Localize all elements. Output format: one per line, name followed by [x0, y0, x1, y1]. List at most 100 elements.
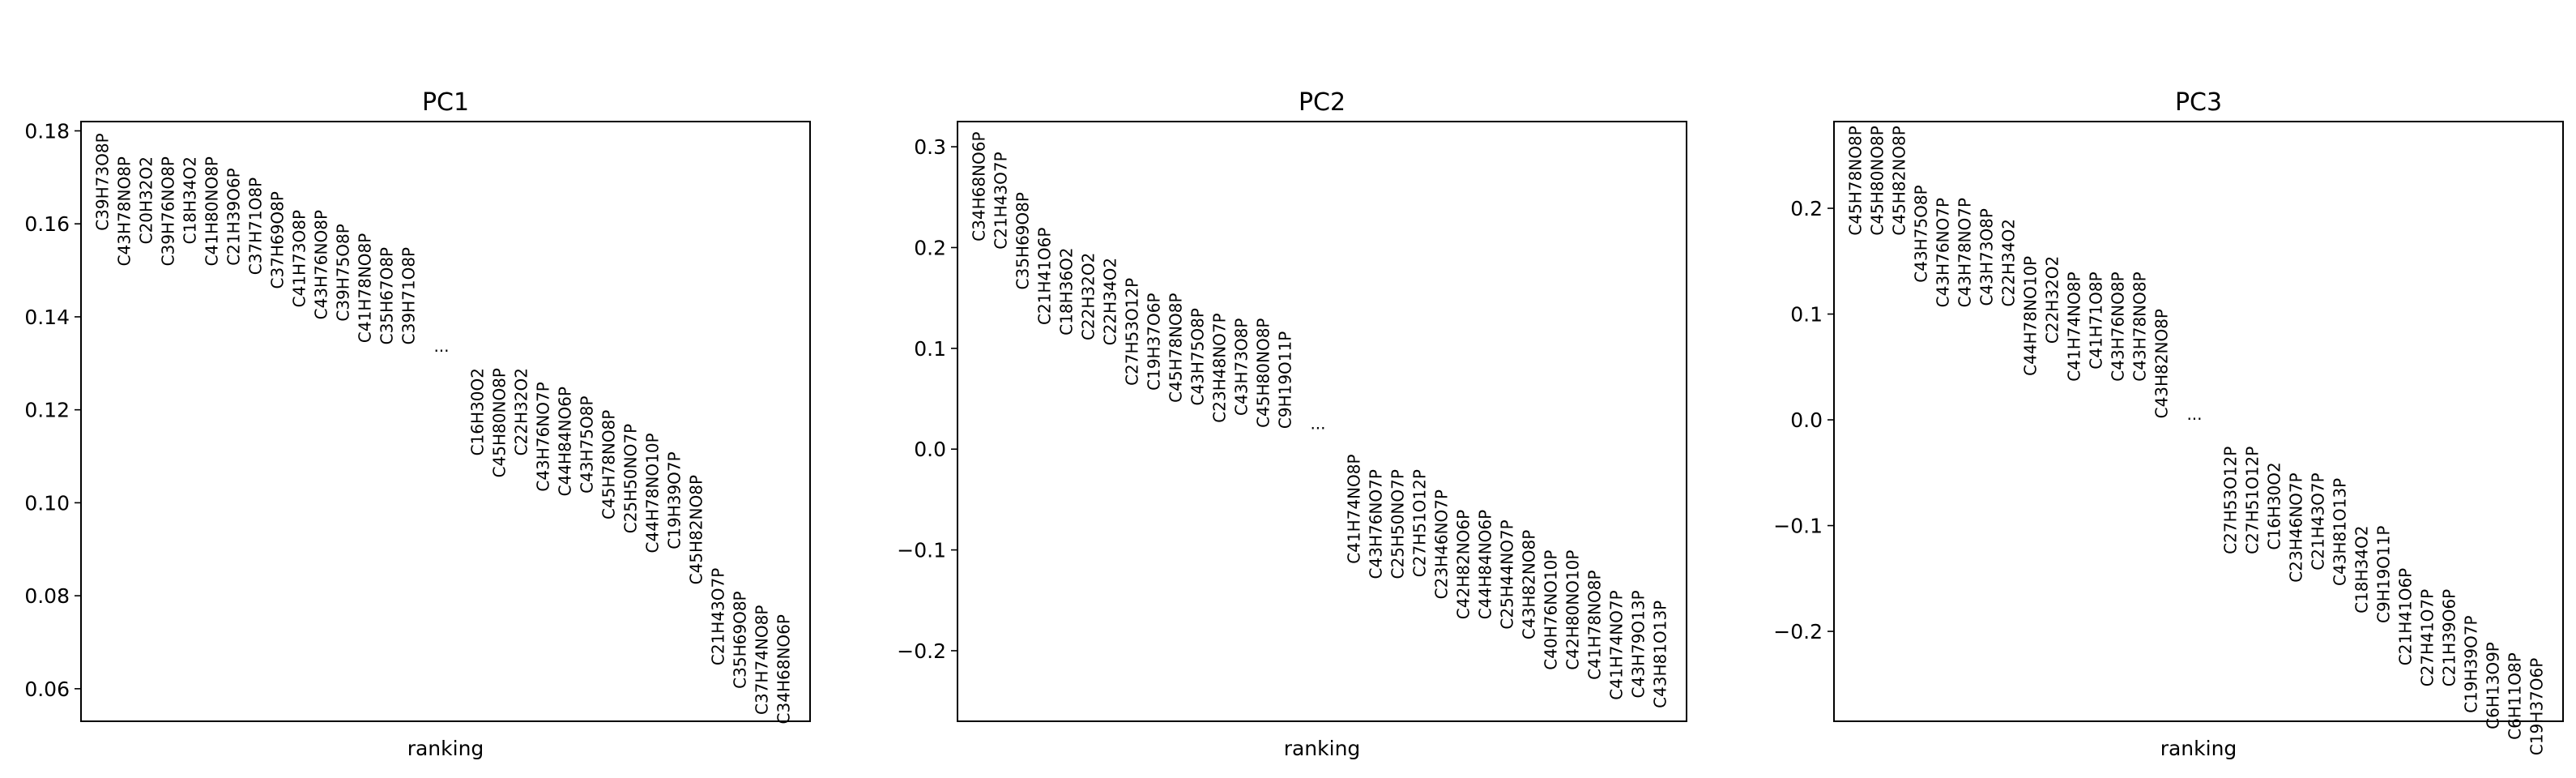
chart-title-pc2: PC2 — [1299, 88, 1346, 117]
ellipsis-marker-pc2: ... — [1310, 413, 1325, 433]
gene-label-pc3: C22H34O2 — [1999, 219, 2019, 306]
gene-label-pc3: C18H34O2 — [2352, 526, 2372, 613]
gene-label-pc3: C6H13O9P — [2484, 642, 2503, 729]
gene-label-pc3: C6H11O8P — [2506, 652, 2525, 740]
gene-label-pc3: C27H53O12P — [2221, 447, 2241, 554]
y-tick-label-pc3: 0.1 — [1790, 303, 1823, 327]
gene-label-pc3: C23H46NO7P — [2287, 472, 2306, 582]
gene-label-pc1: C35H67O8P — [377, 247, 397, 344]
gene-label-pc3: C43H81O13P — [2331, 478, 2350, 586]
ellipsis-marker-pc3: ... — [2186, 404, 2202, 424]
gene-label-pc3: C21H43O7P — [2309, 472, 2328, 570]
gene-label-pc1: C25H50NO7P — [621, 424, 641, 533]
gene-label-pc2: C43H73O8P — [1232, 318, 1252, 416]
y-tick-label-pc2: −0.2 — [897, 639, 946, 663]
gene-label-pc3: C27H51O12P — [2243, 447, 2263, 554]
y-tick-label-pc2: 0.0 — [914, 438, 946, 461]
gene-label-pc3: C21H39O6P — [2440, 589, 2459, 686]
gene-label-pc1: C19H39O7P — [665, 451, 685, 549]
y-tick-label-pc2: −0.1 — [897, 539, 946, 562]
gene-label-pc2: C45H80NO8P — [1254, 318, 1273, 428]
gene-label-pc1: C18H34O2 — [181, 156, 200, 244]
gene-label-pc2: C18H36O2 — [1057, 247, 1077, 335]
ellipsis-marker-pc1: ... — [433, 336, 449, 356]
panel-pc2: PC2 ranking −0.2 −0.1 0.0 0.1 0.2 0.3 C34H68NO6P… — [897, 88, 1687, 760]
gene-label-pc3: C27H41O7P — [2418, 589, 2437, 686]
gene-label-pc2: C27H51O12P — [1410, 469, 1430, 577]
panels: PC1 ranking 0.06 0.08 0.10 0.12 0.14 0.16 0.18 C3… — [24, 88, 2564, 760]
y-tick-label-pc3: 0.0 — [1790, 408, 1823, 432]
gene-label-pc3: C45H80NO8P — [1868, 126, 1887, 235]
gene-label-pc3: C43H78NO7P — [1955, 198, 1975, 307]
gene-label-pc2: C22H34O2 — [1101, 258, 1120, 345]
gene-label-pc1: C41H78NO8P — [356, 233, 375, 343]
gene-label-pc2: C42H80NO10P — [1563, 550, 1583, 670]
y-tick-label-pc1: 0.16 — [24, 212, 70, 236]
gene-label-pc2: C41H74NO8P — [1345, 454, 1364, 563]
gene-label-pc1: C41H73O8P — [290, 210, 309, 307]
y-tick-label-pc3: −0.2 — [1773, 620, 1823, 643]
gene-label-pc2: C43H81O13P — [1651, 601, 1670, 708]
y-tick-label-pc2: 0.1 — [914, 337, 946, 361]
gene-label-pc3: C22H32O2 — [2043, 256, 2062, 344]
gene-label-pc2: C45H78NO8P — [1166, 293, 1186, 402]
gene-label-pc2: C21H43O7P — [992, 152, 1011, 249]
y-tick-label-pc3: −0.1 — [1773, 515, 1823, 538]
gene-label-pc1: C39H75O8P — [334, 224, 353, 321]
gene-label-pc3: C19H37O6P — [2527, 658, 2547, 755]
gene-label-pc2: C25H44NO7P — [1498, 519, 1517, 629]
y-tick-label-pc1: 0.08 — [24, 584, 70, 608]
gene-label-pc3: C43H76NO7P — [1934, 198, 1953, 307]
gene-label-pc1: C43H76NO7P — [534, 382, 553, 491]
y-tick-label-pc1: 0.12 — [24, 399, 70, 422]
y-tick-label-pc1: 0.06 — [24, 678, 70, 701]
gene-label-pc2: C40H76NO10P — [1542, 550, 1561, 670]
gene-label-pc3: C43H82NO8P — [2152, 309, 2172, 418]
gene-label-pc1: C21H39O6P — [224, 168, 244, 265]
gene-label-pc3: C41H71O8P — [2087, 271, 2106, 369]
gene-label-pc2: C27H53O12P — [1123, 278, 1142, 386]
gene-label-pc3: C43H78NO8P — [2130, 271, 2150, 381]
gene-label-pc1: C39H71O8P — [399, 247, 419, 344]
gene-label-pc3: C45H78NO8P — [1846, 126, 1866, 235]
gene-label-pc2: C35H69O8P — [1013, 192, 1033, 289]
gene-label-pc3: C44H78NO10P — [2021, 256, 2041, 376]
gene-label-pc3: C9H19O11P — [2374, 526, 2394, 623]
gene-label-pc2: C21H41O6P — [1035, 228, 1055, 325]
y-tick-label-pc2: 0.3 — [914, 135, 946, 159]
y-tick-label-pc3: 0.2 — [1790, 197, 1823, 220]
gene-label-pc1: C39H76NO8P — [159, 156, 178, 266]
gene-label-pc3: C45H82NO8P — [1890, 126, 1909, 235]
gene-label-pc2: C44H84NO6P — [1476, 510, 1495, 619]
gene-label-pc3: C21H41O6P — [2396, 568, 2416, 665]
gene-label-pc1: C43H76NO8P — [312, 210, 331, 319]
gene-label-pc2: C19H37O6P — [1145, 293, 1164, 390]
y-tick-label-pc1: 0.10 — [24, 491, 70, 515]
gene-label-pc1: C43H78NO8P — [115, 156, 134, 266]
gene-label-pc1: C45H82NO8P — [687, 475, 706, 584]
gene-label-pc1: C22H32O2 — [512, 368, 531, 455]
y-tick-label-pc1: 0.14 — [24, 306, 70, 329]
gene-label-pc3: C19H39O7P — [2462, 615, 2481, 712]
gene-label-pc2: C23H46NO7P — [1432, 489, 1452, 599]
gene-label-pc1: C20H32O2 — [137, 156, 156, 244]
gene-label-pc3: C43H73O8P — [1977, 208, 1997, 306]
gene-label-pc2: C9H19O11P — [1276, 331, 1295, 429]
gene-label-pc1: C37H71O8P — [246, 177, 266, 275]
gene-label-pc2: C43H82NO8P — [1520, 530, 1539, 639]
x-axis-label-pc1: ranking — [407, 737, 484, 760]
chart-title-pc3: PC3 — [2175, 88, 2222, 117]
gene-label-pc1: C34H68NO6P — [774, 614, 794, 724]
gene-label-pc2: C42H82NO6P — [1454, 510, 1474, 619]
gene-label-pc1: C16H30O2 — [468, 368, 488, 455]
gene-label-pc2: C41H78NO8P — [1585, 570, 1605, 679]
x-axis-label-pc2: ranking — [1284, 737, 1361, 760]
gene-label-pc3: C43H76NO8P — [2109, 271, 2128, 381]
gene-label-pc1: C21H43O7P — [709, 568, 728, 665]
gene-label-pc1: C44H78NO10P — [643, 433, 663, 553]
gene-label-pc2: C43H79O13P — [1629, 590, 1648, 698]
gene-label-pc3: C16H30O2 — [2265, 462, 2284, 549]
x-axis-label-pc3: ranking — [2160, 737, 2237, 760]
